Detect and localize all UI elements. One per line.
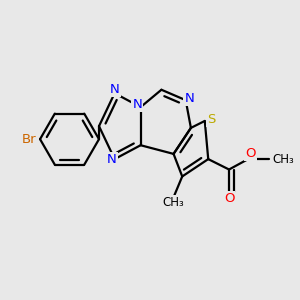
Text: O: O [224, 192, 234, 205]
Text: N: N [184, 92, 194, 105]
Text: S: S [207, 113, 215, 126]
Text: N: N [110, 83, 119, 96]
Text: N: N [132, 98, 142, 111]
Text: O: O [245, 147, 256, 161]
Text: Br: Br [22, 133, 37, 146]
Text: N: N [107, 153, 117, 166]
Text: CH₃: CH₃ [163, 196, 184, 209]
Text: CH₃: CH₃ [272, 153, 294, 166]
